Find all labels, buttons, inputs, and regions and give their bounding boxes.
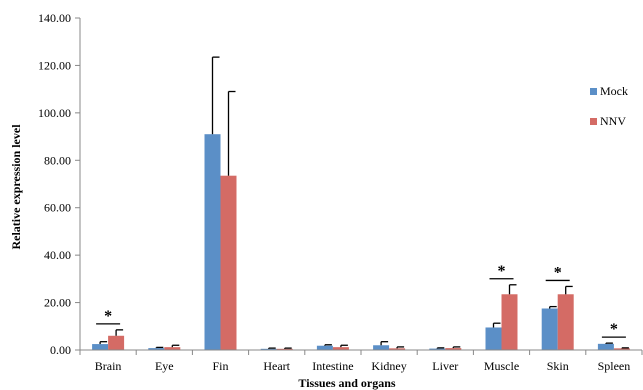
significance-marker: *	[498, 263, 506, 280]
y-tick-label: 20.00	[44, 296, 71, 310]
y-tick-label: 140.00	[38, 11, 71, 25]
bar-nnv	[220, 175, 237, 350]
bar-nnv	[501, 294, 518, 350]
y-tick-label: 0.00	[50, 343, 71, 357]
bar-mock	[485, 327, 502, 350]
x-axis-title: Tissues and organs	[298, 376, 395, 390]
bar-nnv	[557, 294, 574, 350]
bar-nnv	[108, 335, 125, 350]
x-tick-label: Fin	[212, 359, 228, 373]
y-tick-label: 40.00	[44, 248, 71, 262]
bar-mock	[429, 348, 446, 350]
bar-nnv	[164, 347, 181, 350]
bar-nnv	[389, 348, 406, 350]
bar-mock	[92, 344, 109, 350]
bar-mock	[597, 343, 614, 350]
x-tick-label: Muscle	[484, 359, 519, 373]
x-tick-label: Spleen	[598, 359, 631, 373]
bar-mock	[373, 345, 390, 350]
x-tick-label: Eye	[155, 359, 174, 373]
y-axis-title: Relative expression level	[9, 124, 23, 250]
y-tick-label: 80.00	[44, 153, 71, 167]
x-tick-label: Liver	[432, 359, 458, 373]
bar-nnv	[613, 348, 630, 350]
x-tick-label: Intestine	[312, 359, 353, 373]
y-tick-label: 60.00	[44, 201, 71, 215]
bar-nnv	[276, 348, 293, 350]
x-tick-label: Skin	[547, 359, 569, 373]
axes-layer: 0.00 20.00 40.00 60.00 80.00 100.00 120.00 140.…	[38, 11, 643, 373]
x-tick-label: Kidney	[371, 359, 406, 373]
bar-mock	[316, 345, 333, 350]
bar-mock	[148, 348, 165, 350]
legend-swatch-nnv	[590, 118, 597, 125]
bar-mock	[260, 348, 277, 350]
bar-nnv	[445, 348, 462, 350]
x-tick-label: Brain	[95, 359, 122, 373]
error-bars-layer	[99, 56, 629, 349]
bar-mock	[204, 134, 221, 350]
legend-swatch-mock	[590, 88, 597, 95]
bars-layer	[92, 134, 630, 350]
x-tick-label: Heart	[263, 359, 290, 373]
significance-marker: *	[554, 264, 562, 281]
significance-layer: * * * *	[96, 263, 626, 338]
bar-nnv	[332, 347, 349, 350]
y-tick-label: 100.00	[38, 106, 71, 120]
significance-marker: *	[104, 308, 112, 325]
significance-marker: *	[610, 321, 618, 338]
bar-mock	[541, 308, 558, 350]
y-tick-label: 120.00	[38, 58, 71, 72]
legend-label-mock: Mock	[600, 84, 628, 98]
legend-label-nnv: NNV	[600, 114, 626, 128]
legend: Mock NNV	[590, 84, 628, 128]
